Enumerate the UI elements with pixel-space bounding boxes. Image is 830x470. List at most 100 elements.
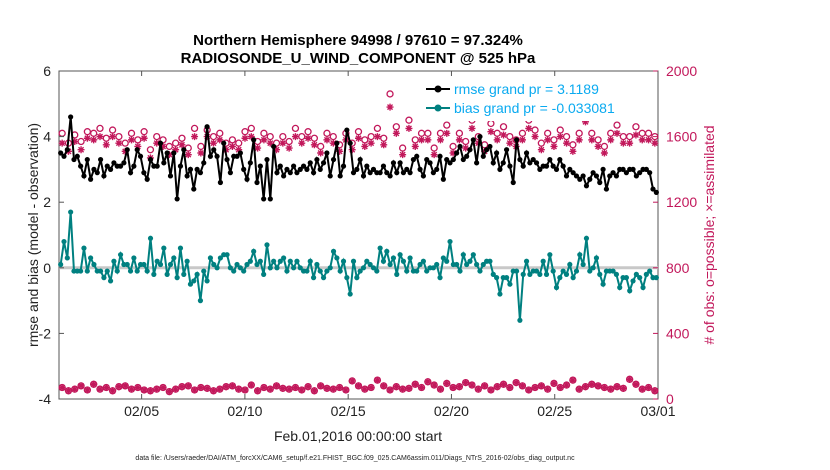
obs-assimilated-marker <box>531 133 539 141</box>
rmse-point <box>127 170 134 176</box>
obs-possible-marker <box>455 129 464 137</box>
rmse-point <box>643 166 649 172</box>
bias-point <box>211 261 217 268</box>
bias-point <box>437 275 443 281</box>
rmse-point <box>434 166 440 172</box>
bias-point <box>317 268 323 274</box>
bias-point <box>117 252 124 258</box>
obs-low-count-marker <box>443 379 451 387</box>
obs-assimilated-marker <box>556 133 564 141</box>
bias-point <box>487 258 493 264</box>
obs-low-count-marker <box>121 382 129 390</box>
obs-assimilated-marker <box>600 149 608 157</box>
rmse-point <box>181 147 187 153</box>
obs-assimilated-marker <box>380 141 388 149</box>
obs-assimilated-marker <box>197 149 205 157</box>
y-tick-label: -2 <box>39 325 52 341</box>
obs-low-count-marker <box>323 384 331 392</box>
obs-assimilated-marker <box>279 139 287 147</box>
rmse-point <box>420 173 426 179</box>
obs-low-count-marker <box>380 382 388 390</box>
y-axis-label-right: # of obs: o=possible; ×=assimilated <box>701 125 717 344</box>
rmse-point <box>607 173 613 179</box>
bias-point <box>617 284 623 291</box>
obs-possible-marker <box>575 129 583 137</box>
bias-point <box>470 252 476 258</box>
rmse-point <box>573 173 580 179</box>
bias-point <box>597 271 603 277</box>
bias-point <box>590 265 596 271</box>
bias-point <box>157 261 164 268</box>
bias-point <box>64 255 70 261</box>
obs-low-count-marker <box>399 385 407 393</box>
bias-point <box>297 265 303 271</box>
rmse-point <box>547 156 553 163</box>
obs-assimilated-marker <box>645 136 653 144</box>
bias-point <box>390 255 397 261</box>
x-tick-label: 02/15 <box>331 403 366 419</box>
obs-low-count-marker <box>310 387 318 395</box>
rmse-point <box>84 156 90 163</box>
bias-point <box>444 258 450 264</box>
obs-assimilated-marker <box>399 151 407 159</box>
bias-point <box>377 245 383 251</box>
bias-point <box>264 242 270 248</box>
obs-possible-marker <box>90 129 98 137</box>
bias-point <box>627 288 633 294</box>
bias-point <box>254 261 260 268</box>
y-tick-label: 2 <box>43 194 51 210</box>
rmse-point <box>297 166 303 172</box>
obs-low-count-marker <box>651 387 659 395</box>
bias-point <box>81 245 87 251</box>
bias-point <box>101 275 107 281</box>
obs-low-count-marker <box>462 379 470 387</box>
rmse-point <box>58 150 64 156</box>
bias-point <box>241 268 247 274</box>
obs-possible-marker <box>266 132 274 141</box>
rmse-point <box>64 147 70 153</box>
obs-assimilated-marker <box>506 139 514 147</box>
obs-low-count-marker <box>512 379 520 387</box>
obs-low-count-marker <box>607 385 615 393</box>
obs-assimilated-marker <box>651 139 659 147</box>
rmse-point <box>104 163 110 169</box>
bias-point <box>251 248 257 254</box>
obs-low-count-marker <box>222 383 230 391</box>
bias-point <box>141 261 147 268</box>
obs-assimilated-marker <box>493 136 501 144</box>
plot-frame <box>58 70 659 400</box>
rmse-point <box>593 173 600 179</box>
rmse-point <box>527 160 533 166</box>
obs-assimilated-marker <box>411 142 419 150</box>
rmse-point <box>530 156 536 163</box>
rmse-point <box>623 170 629 176</box>
rmse-point <box>553 166 560 172</box>
bias-point <box>364 258 370 264</box>
obs-possible-marker <box>216 129 224 137</box>
obs-low-count-marker <box>619 384 627 392</box>
obs-low-count-marker <box>430 381 438 389</box>
obs-low-count-marker <box>90 380 98 388</box>
obs-assimilated-marker <box>304 134 312 142</box>
bias-point <box>164 271 170 277</box>
obs-assimilated-marker <box>254 144 262 152</box>
bias-point <box>281 255 287 261</box>
legend-marker-bias <box>434 104 442 112</box>
obs-possible-marker <box>197 142 205 151</box>
bias-point <box>334 255 340 261</box>
obs-low-count-marker <box>128 385 136 393</box>
bias-point <box>131 255 137 261</box>
obs-assimilated-marker <box>355 134 362 142</box>
obs-low-count-marker <box>298 386 306 394</box>
rmse-point <box>117 163 124 169</box>
bias-point <box>653 275 659 281</box>
obs-possible-marker <box>354 128 363 136</box>
bias-point <box>560 268 566 274</box>
obs-low-count-marker <box>153 385 161 393</box>
rmse-point <box>487 143 493 150</box>
rmse-point <box>137 153 144 159</box>
bias-point <box>447 238 453 245</box>
bias-point <box>58 261 64 268</box>
obs-assimilated-marker <box>323 136 331 144</box>
obs-assimilated-marker <box>310 141 318 149</box>
